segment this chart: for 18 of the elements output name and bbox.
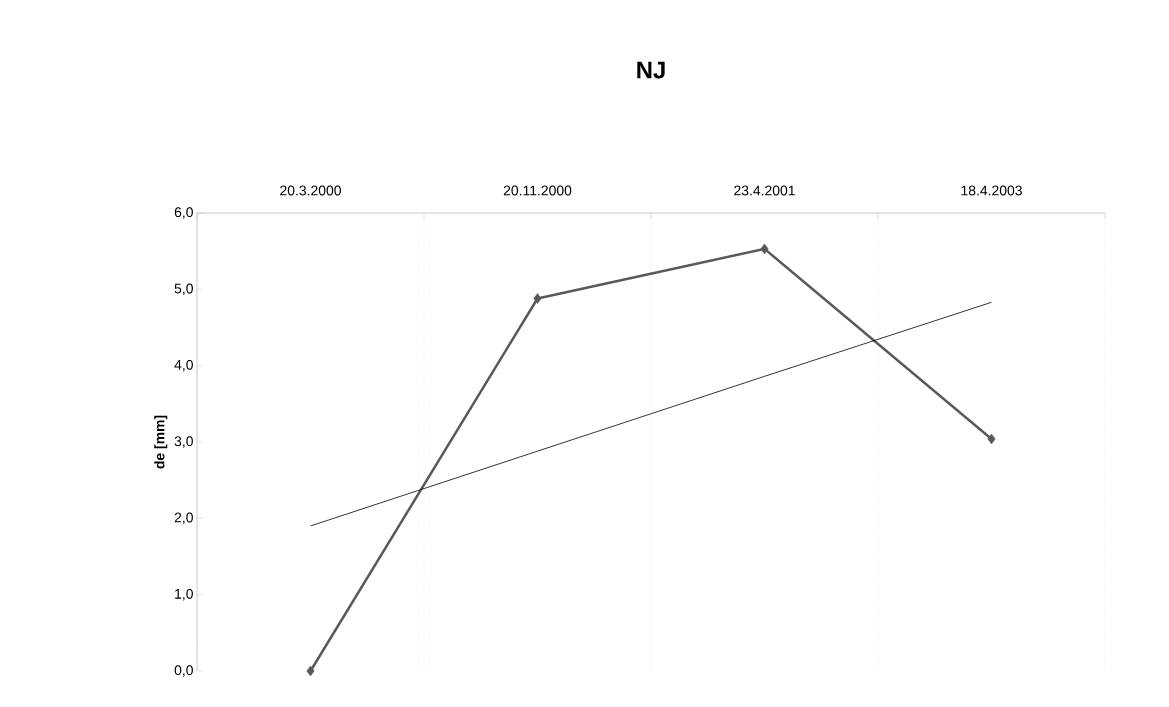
point xyxy=(533,293,542,304)
y-tick-label: 5,0 xyxy=(174,283,193,296)
y-tick-label: 4,0 xyxy=(174,359,193,372)
x-tick-label: 20.3.2000 xyxy=(280,185,341,196)
x-tick-label: 23.4.2001 xyxy=(734,185,795,196)
x-tick-label: 18.4.2003 xyxy=(961,185,1022,196)
y-tick-label: 6,0 xyxy=(174,207,193,219)
point xyxy=(306,665,315,677)
y-tick-label: 2,0 xyxy=(174,512,193,525)
point xyxy=(987,433,996,445)
y-tick-label: 0,0 xyxy=(174,665,193,677)
point xyxy=(760,243,769,255)
x-tick-label: 20.11.2000 xyxy=(503,185,572,196)
y-axis-title: de [mm] xyxy=(154,415,168,469)
y-tick-label: 3,0 xyxy=(174,436,193,448)
chart-title: NJ xyxy=(637,61,665,79)
y-tick-label: 1,0 xyxy=(175,588,193,601)
line-series xyxy=(310,301,992,527)
